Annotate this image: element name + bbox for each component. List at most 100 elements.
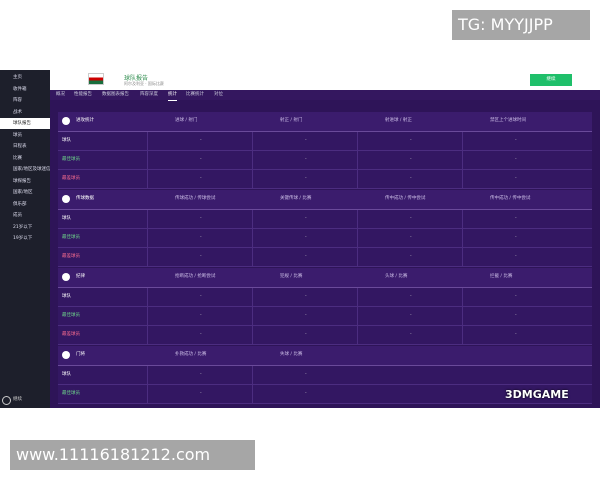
sidebar-item[interactable]: 球探报告 <box>13 178 31 184</box>
tab[interactable]: 统计 <box>168 90 177 101</box>
sidebar-item[interactable]: 阵容 <box>13 98 22 103</box>
tab[interactable]: 性能报告 <box>74 92 92 97</box>
stat-cell: - <box>410 235 412 240</box>
stat-cell: - <box>515 235 517 240</box>
top-bar: 球队报告 阿尔及利亚 · 国际比赛 继续 <box>50 70 600 90</box>
column-divider <box>252 151 253 169</box>
column-divider <box>462 132 463 150</box>
row-label: 球队 <box>62 216 71 221</box>
column-divider <box>252 366 253 384</box>
column-divider <box>147 132 148 150</box>
url-text: www.11116181212.com <box>16 445 211 464</box>
flag <box>88 73 104 85</box>
section-header: 纪律 抢断成功 / 抢断尝试 犯规 / 比赛 头球 / 比赛 拦截 / 比赛 <box>58 268 592 288</box>
stat-cell: - <box>305 176 307 181</box>
stat-cell: - <box>515 176 517 181</box>
continue-button[interactable]: 继续 <box>530 74 572 86</box>
header-subtitle: 阿尔及利亚 · 国际比赛 <box>124 81 164 86</box>
sidebar-item[interactable]: 国家/地区 <box>13 190 33 195</box>
stat-row: 球队 - - - - <box>58 132 592 151</box>
row-label: 最佳球员 <box>62 235 80 240</box>
stat-cell: - <box>515 157 517 162</box>
stat-cell: - <box>515 254 517 259</box>
stat-cell: - <box>200 157 202 162</box>
stat-cell: - <box>515 216 517 221</box>
tab[interactable]: 比赛统计 <box>186 92 204 97</box>
stat-cell: - <box>515 138 517 143</box>
sidebar-item[interactable]: 俱乐部 <box>13 201 27 207</box>
column-header: 扑救成功 / 比赛 <box>175 352 207 357</box>
sidebar: 继续 主页收件箱阵容战术球队报告球员日程表比赛国家/地区及球迷信息球探报告国家/… <box>0 70 50 408</box>
stat-cell: - <box>410 313 412 318</box>
column-divider <box>252 229 253 247</box>
row-label: 最佳球员 <box>62 391 80 396</box>
column-divider <box>462 326 463 344</box>
stat-cell: - <box>410 216 412 221</box>
sidebar-item[interactable]: 球员 <box>13 132 22 138</box>
stat-cell: - <box>200 216 202 221</box>
tab[interactable]: 阵容深度 <box>140 92 158 97</box>
stat-row: 球队 - - - - <box>58 210 592 229</box>
column-header: 拦截 / 比赛 <box>490 274 513 279</box>
section-header: 传球数据 传球成功 / 传球尝试 关键传球 / 比赛 传中成功 / 传中尝试 传中成功 … <box>58 190 592 210</box>
sidebar-item[interactable]: 成员 <box>13 213 22 218</box>
stat-cell: - <box>410 157 412 162</box>
sidebar-item[interactable]: 收件箱 <box>13 86 27 92</box>
section-icon <box>62 351 70 359</box>
sidebar-item[interactable]: 主页 <box>13 75 22 80</box>
sidebar-item[interactable]: 19岁以下 <box>13 236 33 241</box>
column-header: 抢断成功 / 抢断尝试 <box>175 274 216 279</box>
column-divider <box>147 210 148 228</box>
stat-cell: - <box>515 332 517 337</box>
column-divider <box>462 151 463 169</box>
sidebar-item[interactable]: 球队报告 <box>0 118 50 129</box>
sidebar-item[interactable]: 战术 <box>13 109 22 115</box>
column-divider <box>462 307 463 325</box>
stat-row: 最佳球员 - - - - <box>58 151 592 170</box>
watermark-text: TG: MYYJJPP <box>458 15 553 34</box>
column-divider <box>357 170 358 188</box>
stat-cell: - <box>200 294 202 299</box>
sidebar-item[interactable]: 21岁以下 <box>13 224 33 230</box>
logo: 3DMGAME <box>505 388 569 401</box>
stat-row: 球队 - - <box>58 366 592 385</box>
row-label: 最差球员 <box>62 332 80 337</box>
column-header: 禁区上个进球时间 <box>490 118 526 123</box>
column-divider <box>462 210 463 228</box>
column-divider <box>357 210 358 228</box>
column-divider <box>252 170 253 188</box>
tab[interactable]: 概况 <box>56 92 65 97</box>
sidebar-footer[interactable]: 继续 <box>13 397 22 402</box>
column-header: 传中成功 / 传中尝试 <box>385 196 426 201</box>
stat-cell: - <box>515 313 517 318</box>
column-divider <box>357 132 358 150</box>
url-box: www.11116181212.com <box>10 440 255 470</box>
column-header: 头球 / 比赛 <box>385 274 408 279</box>
tab-bar: 概况 性能报告 数据图表报告 阵容深度 统计 比赛统计 对位 <box>50 90 600 101</box>
sidebar-item[interactable]: 国家/地区及球迷信息 <box>13 167 50 172</box>
column-divider <box>147 229 148 247</box>
tab[interactable]: 对位 <box>214 92 223 97</box>
stat-cell: - <box>200 254 202 259</box>
row-label: 球队 <box>62 372 71 377</box>
stat-row: 最佳球员 - - - - <box>58 229 592 248</box>
stat-row: 最佳球员 - - <box>58 385 592 404</box>
column-divider <box>252 210 253 228</box>
stat-cell: - <box>200 313 202 318</box>
column-header: 关键传球 / 比赛 <box>280 196 312 201</box>
stat-cell: - <box>305 157 307 162</box>
tab[interactable]: 数据图表报告 <box>102 92 129 97</box>
stat-cell: - <box>410 254 412 259</box>
column-divider <box>147 248 148 266</box>
column-divider <box>252 385 253 403</box>
column-divider <box>357 307 358 325</box>
column-divider <box>462 170 463 188</box>
stat-cell: - <box>305 138 307 143</box>
row-label: 球队 <box>62 138 71 143</box>
column-divider <box>147 288 148 306</box>
sidebar-item[interactable]: 日程表 <box>13 144 27 149</box>
sidebar-item[interactable]: 比赛 <box>13 155 22 161</box>
column-divider <box>147 366 148 384</box>
column-header: 进球 / 射门 <box>175 118 198 123</box>
